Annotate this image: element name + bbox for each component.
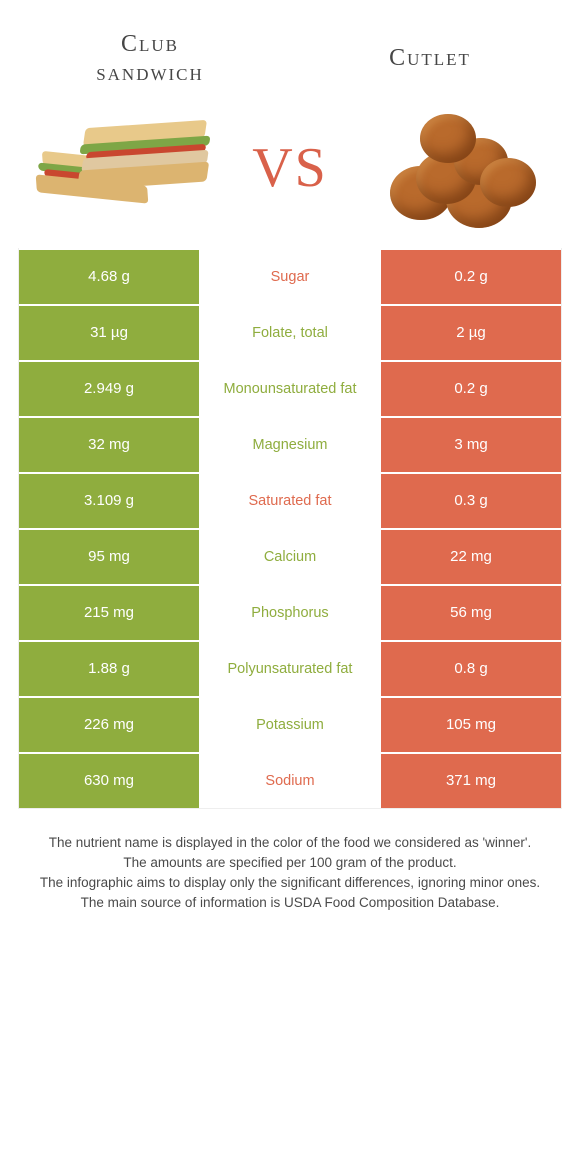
value-right: 56 mg (381, 584, 561, 640)
value-right: 105 mg (381, 696, 561, 752)
value-right: 371 mg (381, 752, 561, 808)
food-image-left (30, 108, 230, 228)
value-right: 3 mg (381, 416, 561, 472)
images-row: VS (0, 98, 580, 248)
value-right: 0.8 g (381, 640, 561, 696)
nutrient-label: Polyunsaturated fat (199, 640, 381, 696)
vs-label: VS (252, 136, 328, 200)
table-row: 95 mgCalcium22 mg (19, 528, 561, 584)
nutrient-label: Sugar (199, 248, 381, 304)
value-left: 3.109 g (19, 472, 199, 528)
table-row: 3.109 gSaturated fat0.3 g (19, 472, 561, 528)
nutrient-label: Sodium (199, 752, 381, 808)
nutrition-table: 4.68 gSugar0.2 g31 µgFolate, total2 µg2.… (18, 248, 562, 809)
food-image-right (350, 108, 550, 228)
sandwich-icon (35, 118, 225, 218)
cutlet-ball (480, 158, 536, 207)
value-right: 22 mg (381, 528, 561, 584)
value-right: 0.2 g (381, 360, 561, 416)
footer-line: The main source of information is USDA F… (34, 893, 546, 913)
footer-notes: The nutrient name is displayed in the co… (0, 809, 580, 914)
nutrient-label: Calcium (199, 528, 381, 584)
value-left: 32 mg (19, 416, 199, 472)
footer-line: The amounts are specified per 100 gram o… (34, 853, 546, 873)
table-row: 215 mgPhosphorus56 mg (19, 584, 561, 640)
value-right: 0.2 g (381, 248, 561, 304)
value-left: 31 µg (19, 304, 199, 360)
food-title-right: Cutlet (340, 30, 520, 88)
cutlet-ball (420, 114, 476, 163)
value-left: 226 mg (19, 696, 199, 752)
table-row: 2.949 gMonounsaturated fat0.2 g (19, 360, 561, 416)
footer-line: The infographic aims to display only the… (34, 873, 546, 893)
table-row: 630 mgSodium371 mg (19, 752, 561, 808)
food-title-left: Club sandwich (60, 30, 240, 88)
value-left: 630 mg (19, 752, 199, 808)
nutrient-label: Saturated fat (199, 472, 381, 528)
value-left: 4.68 g (19, 248, 199, 304)
nutrient-label: Phosphorus (199, 584, 381, 640)
table-row: 32 mgMagnesium3 mg (19, 416, 561, 472)
header: Club sandwich Cutlet (0, 0, 580, 98)
value-left: 2.949 g (19, 360, 199, 416)
table-row: 4.68 gSugar0.2 g (19, 248, 561, 304)
value-left: 215 mg (19, 584, 199, 640)
nutrient-label: Folate, total (199, 304, 381, 360)
value-left: 1.88 g (19, 640, 199, 696)
nutrient-label: Potassium (199, 696, 381, 752)
value-right: 0.3 g (381, 472, 561, 528)
value-right: 2 µg (381, 304, 561, 360)
nutrient-label: Monounsaturated fat (199, 360, 381, 416)
table-row: 1.88 gPolyunsaturated fat0.8 g (19, 640, 561, 696)
value-left: 95 mg (19, 528, 199, 584)
footer-line: The nutrient name is displayed in the co… (34, 833, 546, 853)
table-row: 226 mgPotassium105 mg (19, 696, 561, 752)
table-row: 31 µgFolate, total2 µg (19, 304, 561, 360)
cutlet-icon (360, 108, 540, 228)
nutrient-label: Magnesium (199, 416, 381, 472)
